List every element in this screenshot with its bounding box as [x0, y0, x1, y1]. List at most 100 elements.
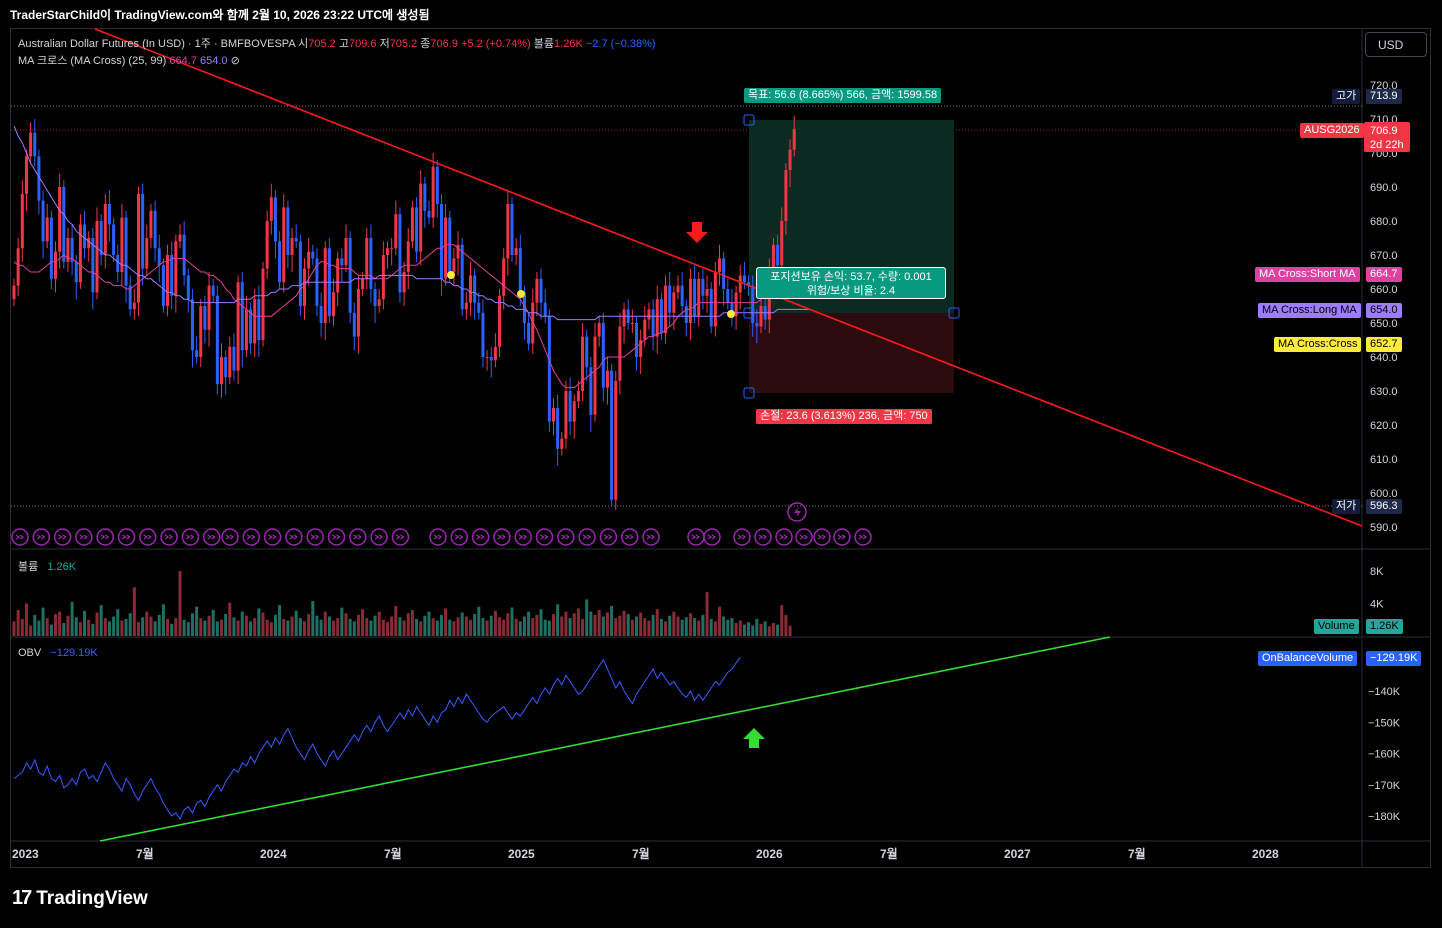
descending-trendline[interactable]	[94, 28, 1363, 527]
candle-body[interactable]	[556, 408, 560, 449]
tradingview-logo[interactable]: 17 TradingView	[12, 887, 148, 910]
candle-body[interactable]	[477, 302, 481, 313]
candle-body[interactable]	[722, 258, 726, 289]
candle-body[interactable]	[435, 166, 439, 204]
candle-body[interactable]	[705, 289, 709, 296]
candle-body[interactable]	[552, 408, 555, 422]
candle-body[interactable]	[286, 207, 290, 255]
candle-body[interactable]	[605, 370, 609, 388]
candle-body[interactable]	[506, 204, 510, 259]
dividend-event-icon[interactable]	[620, 528, 639, 546]
candle-body[interactable]	[489, 357, 493, 361]
candle-body[interactable]	[560, 438, 564, 449]
width-handle[interactable]	[948, 307, 960, 319]
candle-body[interactable]	[684, 306, 688, 323]
candle-body[interactable]	[701, 278, 705, 296]
candle-body[interactable]	[83, 224, 87, 249]
candle-body[interactable]	[99, 221, 103, 255]
candle-body[interactable]	[502, 258, 506, 296]
candle-body[interactable]	[668, 285, 672, 313]
candle-body[interactable]	[647, 309, 651, 320]
target-handle[interactable]	[743, 114, 755, 126]
hide-eye-icon[interactable]: ⊘	[230, 55, 240, 67]
candle-body[interactable]	[261, 268, 265, 340]
dividend-event-icon[interactable]	[429, 528, 447, 546]
candle-body[interactable]	[572, 401, 576, 422]
dividend-event-icon[interactable]	[557, 528, 575, 546]
candle-body[interactable]	[282, 207, 286, 283]
candle-body[interactable]	[738, 275, 742, 293]
candle-body[interactable]	[103, 204, 107, 255]
candle-body[interactable]	[161, 265, 165, 306]
candle-body[interactable]	[170, 255, 174, 296]
candle-body[interactable]	[456, 244, 460, 259]
candle-body[interactable]	[91, 238, 95, 293]
candle-body[interactable]	[232, 346, 236, 371]
candle-body[interactable]	[132, 302, 136, 310]
dividend-event-icon[interactable]	[854, 528, 872, 546]
dividend-event-icon[interactable]	[32, 528, 51, 546]
candle-body[interactable]	[618, 326, 622, 381]
dividend-event-icon[interactable]	[285, 528, 303, 546]
candle-body[interactable]	[373, 289, 377, 306]
candle-body[interactable]	[240, 282, 244, 351]
candle-body[interactable]	[157, 248, 161, 266]
candle-body[interactable]	[361, 278, 365, 289]
candle-body[interactable]	[713, 272, 717, 327]
candle-body[interactable]	[635, 323, 638, 357]
candle-body[interactable]	[390, 248, 394, 250]
candle-body[interactable]	[469, 275, 472, 303]
candle-body[interactable]	[311, 251, 315, 259]
down-arrow-icon[interactable]	[686, 222, 708, 243]
candle-body[interactable]	[742, 275, 746, 283]
candle-body[interactable]	[319, 306, 323, 323]
candle-body[interactable]	[298, 241, 302, 306]
stop-handle[interactable]	[743, 387, 755, 399]
candle-body[interactable]	[224, 357, 228, 378]
candle-body[interactable]	[45, 217, 49, 242]
candle-body[interactable]	[589, 367, 593, 415]
candle-body[interactable]	[16, 248, 20, 286]
dividend-event-icon[interactable]	[703, 528, 721, 546]
candle-body[interactable]	[186, 275, 190, 300]
candle-body[interactable]	[95, 221, 99, 293]
candle-body[interactable]	[386, 248, 389, 255]
ma-cross-marker[interactable]	[447, 271, 455, 279]
dividend-event-icon[interactable]	[813, 528, 831, 546]
candle-body[interactable]	[493, 346, 497, 361]
candle-body[interactable]	[622, 309, 626, 327]
candle-body[interactable]	[24, 156, 28, 194]
candle-body[interactable]	[514, 248, 518, 255]
candle-body[interactable]	[273, 197, 277, 242]
candle-body[interactable]	[87, 238, 91, 249]
candle-body[interactable]	[639, 340, 643, 357]
dividend-event-icon[interactable]	[535, 528, 554, 546]
candle-body[interactable]	[336, 258, 340, 293]
candle-body[interactable]	[116, 255, 120, 272]
dividend-event-icon[interactable]	[370, 528, 388, 546]
candle-body[interactable]	[215, 295, 219, 385]
candle-body[interactable]	[244, 309, 248, 351]
candle-body[interactable]	[597, 323, 601, 337]
candle-body[interactable]	[498, 295, 502, 347]
candle-body[interactable]	[137, 193, 140, 303]
candle-body[interactable]	[253, 299, 257, 344]
dividend-event-icon[interactable]	[733, 528, 751, 546]
candle-body[interactable]	[547, 316, 551, 422]
candle-body[interactable]	[709, 289, 713, 327]
candle-body[interactable]	[166, 255, 170, 306]
candle-body[interactable]	[207, 285, 211, 330]
candle-body[interactable]	[535, 278, 539, 303]
candle-body[interactable]	[452, 258, 456, 272]
candle-body[interactable]	[112, 224, 116, 255]
candle-body[interactable]	[771, 244, 775, 272]
candle-body[interactable]	[228, 346, 232, 378]
candle-body[interactable]	[614, 380, 618, 500]
candle-body[interactable]	[593, 336, 597, 415]
candle-body[interactable]	[423, 183, 427, 211]
dividend-event-icon[interactable]	[306, 528, 324, 546]
dividend-event-icon[interactable]	[349, 528, 367, 546]
candle-body[interactable]	[431, 166, 435, 218]
candle-body[interactable]	[522, 292, 526, 323]
